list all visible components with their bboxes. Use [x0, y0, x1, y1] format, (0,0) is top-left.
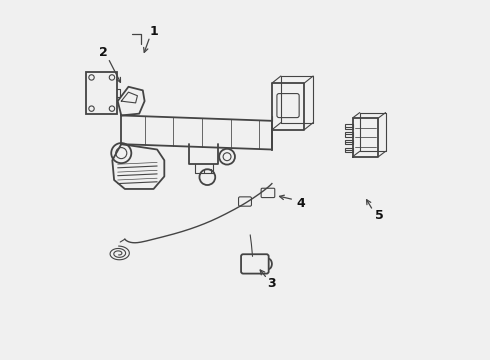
Text: 1: 1: [149, 25, 158, 38]
Bar: [344, 125, 353, 129]
Bar: [344, 148, 353, 152]
Bar: [344, 140, 353, 144]
Text: 4: 4: [296, 197, 305, 210]
Text: 3: 3: [268, 278, 276, 291]
Bar: [87, 72, 117, 114]
Bar: [344, 132, 353, 136]
Text: 5: 5: [375, 210, 384, 222]
Text: 2: 2: [99, 46, 108, 59]
